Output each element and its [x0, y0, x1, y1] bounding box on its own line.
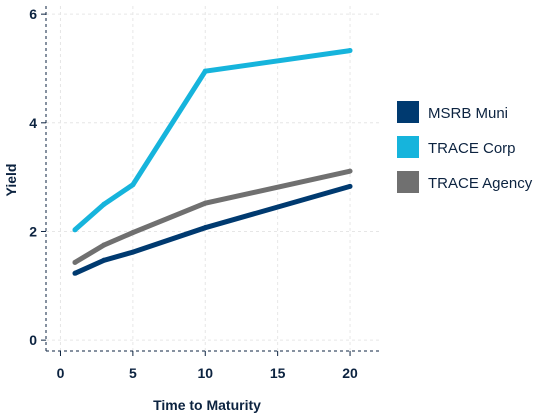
y-tick-label: 4 — [29, 115, 37, 131]
y-tick-label: 2 — [29, 223, 37, 239]
data-point-trace-corp — [101, 201, 107, 207]
legend: MSRB Muni TRACE Corp TRACE Agency — [397, 101, 533, 193]
x-axis-title: Time to Maturity — [153, 397, 261, 413]
data-point-trace-agency — [347, 168, 353, 174]
y-tick-label: 6 — [29, 6, 37, 22]
legend-swatch-msrb-muni — [397, 101, 419, 123]
x-tick-label: 20 — [342, 365, 358, 381]
data-point-trace-corp — [130, 182, 136, 188]
y-tick-layer: 0 2 4 6 — [29, 6, 46, 348]
x-tick-layer: 0 5 10 15 20 — [57, 351, 358, 381]
legend-label-trace-agency: TRACE Agency — [428, 175, 533, 192]
data-point-msrb-muni — [72, 270, 78, 276]
data-point-msrb-muni — [202, 225, 208, 231]
series-line-trace-agency — [73, 168, 351, 265]
y-axis-title: Yield — [3, 164, 19, 197]
data-point-trace-agency — [130, 230, 136, 236]
data-point-msrb-muni — [101, 257, 107, 263]
data-point-msrb-muni — [130, 249, 136, 255]
series-layer — [72, 48, 353, 276]
x-tick-label: 5 — [129, 365, 137, 381]
axes-layer — [45, 6, 379, 352]
legend-label-trace-corp: TRACE Corp — [428, 140, 516, 157]
x-tick-label: 10 — [197, 365, 213, 381]
y-tick-label: 0 — [29, 332, 37, 348]
grid-layer — [46, 6, 379, 351]
legend-swatch-trace-agency — [397, 171, 419, 193]
data-point-msrb-muni — [347, 183, 353, 189]
data-point-trace-corp — [347, 48, 353, 54]
legend-label-msrb-muni: MSRB Muni — [428, 105, 508, 122]
data-point-trace-corp — [72, 227, 78, 233]
x-tick-label: 0 — [57, 365, 65, 381]
data-point-trace-agency — [72, 259, 78, 265]
legend-swatch-trace-corp — [397, 136, 419, 158]
data-point-trace-corp — [202, 68, 208, 74]
x-tick-label: 15 — [270, 365, 286, 381]
data-point-trace-agency — [101, 242, 107, 248]
data-point-trace-agency — [202, 200, 208, 206]
